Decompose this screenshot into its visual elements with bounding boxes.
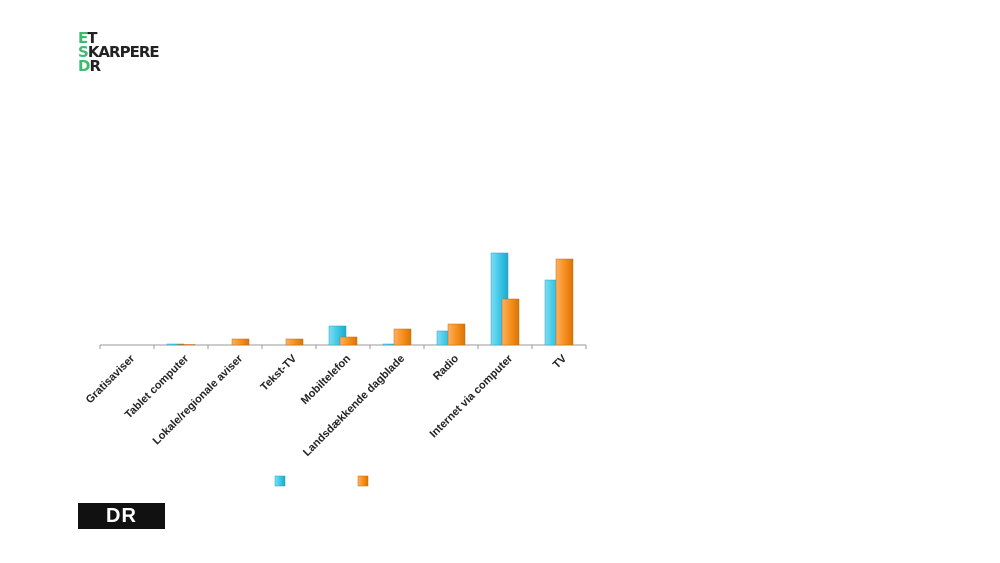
x-tick-label: Landsdækkende dagblade bbox=[301, 353, 407, 459]
x-tick-label: TV bbox=[551, 352, 570, 371]
bar bbox=[393, 328, 412, 346]
bar bbox=[501, 298, 520, 346]
x-tick-label: Radio bbox=[431, 352, 461, 382]
logo: ET SKARPERE DR bbox=[78, 29, 160, 75]
x-tick-label: Gratisaviser bbox=[84, 352, 138, 406]
x-tick-label: Mobiltelefon bbox=[299, 353, 353, 407]
bar bbox=[447, 323, 466, 346]
logo-line: SKARPERE bbox=[78, 43, 160, 61]
x-tick-label: Lokale/regionale aviser bbox=[151, 352, 246, 447]
bar bbox=[555, 258, 574, 346]
footer-logo: DR bbox=[78, 503, 165, 529]
bar bbox=[177, 344, 196, 346]
bar bbox=[339, 336, 358, 346]
bar bbox=[231, 338, 250, 346]
x-tick-label: Tekst-TV bbox=[258, 352, 299, 393]
legend-swatch bbox=[274, 475, 286, 487]
bar bbox=[285, 338, 304, 346]
legend-swatch bbox=[357, 475, 369, 487]
logo-line: ET bbox=[78, 29, 97, 47]
logo-line: DR bbox=[78, 57, 101, 75]
